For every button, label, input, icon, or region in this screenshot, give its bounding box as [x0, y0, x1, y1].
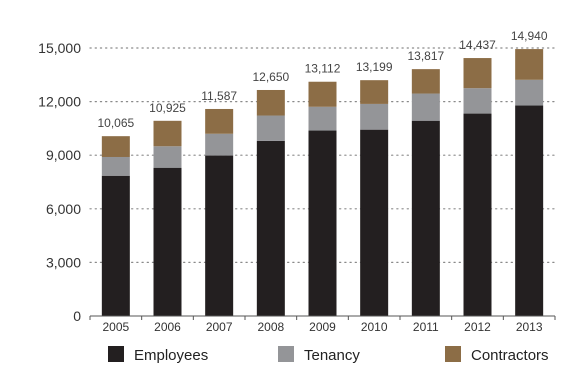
bar-segment-tenancy [205, 133, 234, 156]
total-data-label: 10,065 [97, 116, 134, 130]
bar-segment-contractors [360, 80, 389, 104]
bar-segment-employees [308, 130, 337, 316]
legend-swatch-contractors [445, 346, 461, 362]
y-tick-label: 9,000 [46, 147, 81, 163]
bar-segment-employees [153, 167, 182, 316]
bar-segment-contractors [256, 89, 285, 116]
bar-segment-contractors [308, 81, 337, 107]
bar-segment-tenancy [360, 103, 389, 130]
x-tick-label: 2013 [516, 320, 543, 334]
total-data-label: 14,940 [511, 29, 548, 43]
bar-segment-tenancy [515, 79, 544, 106]
y-tick-label: 6,000 [46, 201, 81, 217]
total-data-label: 13,199 [356, 60, 393, 74]
bar-segment-employees [101, 175, 130, 316]
x-tick-label: 2006 [154, 320, 181, 334]
x-tick-label: 2011 [413, 320, 439, 334]
bar-segment-employees [360, 129, 389, 316]
bar-segment-tenancy [256, 115, 285, 141]
total-data-label: 13,817 [407, 49, 444, 63]
legend-swatch-employees [108, 346, 124, 362]
legend-label-contractors: Contractors [471, 347, 549, 364]
x-tick-label: 2007 [206, 320, 233, 334]
bar-segment-contractors [101, 136, 130, 157]
x-tick-label: 2010 [361, 320, 388, 334]
bar-segment-employees [205, 155, 234, 316]
y-tick-label: 15,000 [38, 40, 81, 56]
bar-segment-tenancy [411, 93, 440, 121]
bar-segment-contractors [153, 120, 182, 147]
total-data-label: 10,925 [149, 101, 186, 115]
legend-label-tenancy: Tenancy [304, 347, 360, 364]
legend: Employees Tenancy Contractors [108, 346, 549, 364]
bar-segment-employees [411, 120, 440, 316]
total-labels: 10,065 10,925 11,587 12,650 13,112 13,199 13,8… [97, 29, 547, 130]
bar-segment-contractors [205, 108, 234, 134]
total-data-label: 14,437 [459, 38, 496, 52]
y-tick-label: 0 [73, 308, 81, 324]
bar-segment-tenancy [308, 106, 337, 131]
bar-segment-tenancy [463, 88, 492, 114]
bar-segment-employees [515, 105, 544, 316]
total-data-label: 12,650 [252, 70, 289, 84]
bars [101, 49, 544, 316]
y-tick-label: 3,000 [46, 254, 81, 270]
x-tick-label: 2008 [257, 320, 284, 334]
bar-segment-contractors [515, 49, 544, 80]
bar-segment-contractors [463, 58, 492, 89]
bar-segment-employees [256, 140, 285, 316]
bar-segment-tenancy [153, 146, 182, 168]
total-data-label: 11,587 [201, 89, 237, 103]
x-axis: 2005 2006 2007 2008 2009 2010 2011 2012 2013 [89, 315, 556, 334]
y-tick-label: 12,000 [38, 94, 81, 110]
legend-swatch-tenancy [278, 346, 294, 362]
x-tick-label: 2012 [464, 320, 491, 334]
x-tick-label: 2009 [309, 320, 336, 334]
x-tick-label: 2005 [102, 320, 129, 334]
total-data-label: 13,112 [305, 62, 341, 76]
legend-label-employees: Employees [134, 347, 208, 364]
bar-segment-employees [463, 113, 492, 316]
y-axis: 0 3,000 6,000 9,000 12,000 15,000 [38, 40, 81, 324]
bar-segment-contractors [411, 69, 440, 94]
bar-segment-tenancy [101, 156, 130, 176]
